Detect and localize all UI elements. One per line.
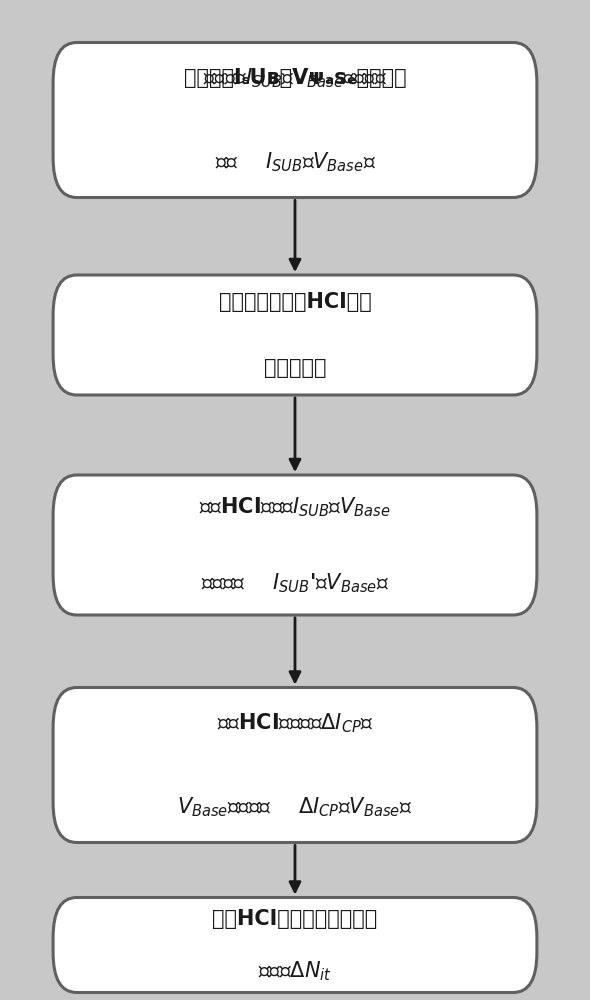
Text: 计算HCI退化前后$\Delta I_{CP}$随: 计算HCI退化前后$\Delta I_{CP}$随	[217, 711, 373, 735]
Text: $V_{Base}$的变化：    $\Delta I_{CP}$（$V_{Base}$）: $V_{Base}$的变化： $\Delta I_{CP}$（$V_{Base}…	[178, 795, 412, 819]
Text: 测量初始IₛUʙ随Vᴪₐsₑ的变化：: 测量初始IₛUʙ随Vᴪₐsₑ的变化：	[183, 68, 407, 88]
Text: 热载流子注入（HCI），: 热载流子注入（HCI），	[219, 292, 371, 312]
FancyBboxPatch shape	[53, 475, 537, 615]
Text: 密度：$\Delta N_{it}$: 密度：$\Delta N_{it}$	[258, 959, 332, 983]
Text: 计算HCI退化产生的界面态: 计算HCI退化产生的界面态	[212, 909, 378, 929]
FancyBboxPatch shape	[53, 275, 537, 395]
Text: 测量初始$I_{SUB}$随$V_{Base}$的变化：: 测量初始$I_{SUB}$随$V_{Base}$的变化：	[203, 66, 387, 90]
FancyBboxPatch shape	[53, 898, 537, 992]
Text: 的变化：    $I_{SUB}$'（$V_{Base}$）: 的变化： $I_{SUB}$'（$V_{Base}$）	[201, 571, 389, 595]
Text: 测量HCI退化后$I_{SUB}$随$V_{Base}$: 测量HCI退化后$I_{SUB}$随$V_{Base}$	[199, 495, 391, 519]
FancyBboxPatch shape	[53, 688, 537, 842]
Text: 产生界面态: 产生界面态	[264, 358, 326, 378]
FancyBboxPatch shape	[53, 42, 537, 198]
Text: 化：    $I_{SUB}$（$V_{Base}$）: 化： $I_{SUB}$（$V_{Base}$）	[215, 150, 375, 174]
